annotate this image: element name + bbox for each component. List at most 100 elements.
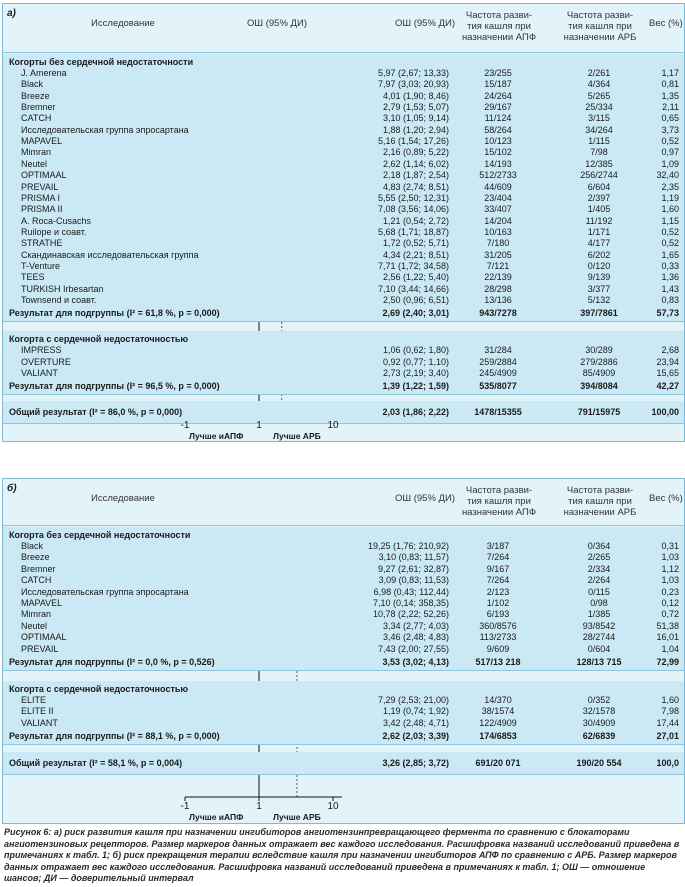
study-name: Breeze (21, 552, 50, 563)
odds-ratio-ci: 1,72 (0,52; 5,71) (382, 238, 449, 249)
study-weight: 1,12 (661, 563, 679, 574)
study-weight: 2,11 (662, 102, 679, 113)
study-weight: 1,04 (661, 643, 679, 654)
arb-cough-rate: 2/397 (587, 192, 611, 203)
study-weight: 0,12 (661, 598, 679, 608)
odds-ratio-ci: 3,10 (1,05; 9,14) (382, 113, 449, 124)
header-divider (3, 52, 684, 53)
column-header-weight: Вес (%) (649, 18, 683, 29)
arb-cough-rate: 25/334 (585, 102, 613, 113)
subgroup-summary-label: Результат для подгруппы (I² = 0,0 %, р =… (9, 657, 215, 667)
study-weight: 1,17 (661, 68, 679, 78)
column-header-ace: Частота разви- тия кашля при назначении … (461, 485, 537, 518)
group-band (3, 331, 684, 396)
subgroup-ace-rate: 943/7278 (479, 308, 517, 319)
odds-ratio-ci: 9,27 (2,61; 32,87) (377, 563, 449, 574)
study-name: ELITE (21, 695, 47, 705)
odds-ratio-ci: 1,88 (1,20; 2,94) (382, 124, 449, 135)
study-name: A. Roca-Cusachs (21, 215, 92, 226)
ace-cough-rate: 113/2733 (479, 632, 517, 643)
study-weight: 15,65 (656, 368, 679, 379)
column-header-plot: ОШ (95% ДИ) (247, 18, 307, 29)
study-weight: 0,52 (661, 136, 679, 147)
odds-ratio-ci: 7,97 (3,03; 20,93) (377, 79, 449, 90)
group-title: Когорты без сердечной недостаточности (9, 57, 194, 67)
study-weight: 0,81 (661, 79, 679, 90)
study-weight: 1,15 (661, 215, 679, 226)
study-name: PREVAIL (21, 643, 59, 654)
x-tick-label: 1 (256, 420, 262, 431)
arb-cough-rate: 85/4909 (582, 368, 616, 379)
study-weight: 0,65 (661, 113, 679, 124)
odds-ratio-ci: 4,01 (1,90; 8,46) (382, 90, 449, 101)
figure-caption: Рисунок 6: а) риск развития кашля при на… (4, 827, 680, 883)
study-name: VALIANT (21, 717, 58, 728)
study-weight: 1,03 (661, 575, 679, 586)
column-header-arb: Частота разви- тия кашля при назначении … (563, 485, 637, 518)
panel-label: а) (7, 8, 16, 19)
study-weight: 1,43 (661, 283, 679, 294)
arb-cough-rate: 2/264 (587, 575, 611, 586)
arb-cough-rate: 9/139 (587, 272, 611, 283)
column-header-ace: Частота разви- тия кашля при назначении … (461, 10, 537, 43)
arb-cough-rate: 0/115 (588, 586, 610, 597)
subgroup-ace-rate: 517/13 218 (475, 657, 521, 667)
study-weight: 1,03 (661, 552, 679, 563)
study-name: TURKISH Irbesartan (21, 283, 104, 294)
odds-ratio-ci: 6,98 (0,43; 112,44) (373, 586, 449, 597)
subgroup-ci: 2,69 (2,40; 3,01) (382, 308, 449, 319)
arb-cough-rate: 4/177 (587, 238, 611, 249)
study-weight: 51,38 (656, 620, 679, 631)
odds-ratio-ci: 3,42 (2,48; 4,71) (382, 717, 449, 728)
arb-cough-rate: 256/2744 (580, 170, 618, 181)
ace-cough-rate: 14/370 (484, 695, 512, 705)
study-name: Исследовательская группа эпросартана (21, 124, 189, 135)
ace-cough-rate: 245/4909 (479, 368, 517, 379)
subgroup-arb-rate: 397/7861 (580, 308, 618, 319)
ace-cough-rate: 7/180 (486, 238, 510, 249)
study-weight: 0,83 (661, 295, 679, 305)
arb-cough-rate: 0/352 (587, 695, 611, 705)
odds-ratio-ci: 0,92 (0,77; 1,10) (382, 356, 449, 367)
study-name: CATCH (21, 575, 52, 586)
study-name: T-Venture (21, 260, 61, 271)
odds-ratio-ci: 5,97 (2,67; 13,33) (377, 68, 449, 78)
odds-ratio-ci: 4,83 (2,74; 8,51) (382, 181, 449, 192)
ace-cough-rate: 7/264 (486, 575, 510, 586)
study-weight: 17,44 (656, 717, 679, 728)
ace-cough-rate: 58/264 (484, 124, 512, 135)
study-name: Bremner (21, 563, 56, 574)
column-header-study: Исследование (91, 493, 155, 504)
arb-cough-rate: 6/604 (587, 181, 611, 192)
column-header-weight: Вес (%) (649, 493, 683, 504)
arb-cough-rate: 5/265 (587, 90, 611, 101)
favors-ace-label: Лучше иАПФ (189, 812, 244, 822)
arb-cough-rate: 28/2744 (582, 632, 616, 643)
header-divider (3, 525, 684, 526)
study-weight: 1,09 (661, 158, 679, 169)
subgroup-ci: 3,53 (3,02; 4,13) (382, 657, 449, 667)
subgroup-summary-label: Результат для подгруппы (I² = 88,1 %, р … (9, 731, 220, 742)
x-tick-label: -1 (180, 420, 190, 431)
study-name: Bremner (21, 102, 56, 113)
ace-cough-rate: 360/8576 (479, 620, 517, 631)
odds-ratio-ci: 5,55 (2,50; 12,31) (377, 192, 449, 203)
ace-cough-rate: 14/204 (484, 215, 512, 226)
arb-cough-rate: 30/289 (585, 345, 613, 356)
odds-ratio-ci: 4,34 (2,21; 8,51) (382, 249, 449, 260)
study-name: IMPRESS (21, 345, 62, 356)
study-weight: 16,01 (656, 632, 679, 643)
ace-cough-rate: 28/298 (484, 283, 512, 294)
study-name: Исследовательская группа эпросартана (21, 586, 189, 597)
ace-cough-rate: 23/404 (484, 192, 512, 203)
arb-cough-rate: 32/1578 (582, 706, 616, 717)
overall-band (3, 752, 684, 775)
study-weight: 23,94 (656, 356, 679, 367)
ace-cough-rate: 122/4909 (479, 717, 517, 728)
odds-ratio-ci: 1,06 (0,62; 1,80) (382, 345, 449, 356)
header-band (3, 479, 684, 525)
overall-weight: 100,0 (656, 758, 679, 769)
odds-ratio-ci: 2,73 (2,19; 3,40) (382, 368, 449, 379)
arb-cough-rate: 11/192 (585, 215, 613, 226)
column-header-ci: ОШ (95% ДИ) (395, 18, 455, 29)
